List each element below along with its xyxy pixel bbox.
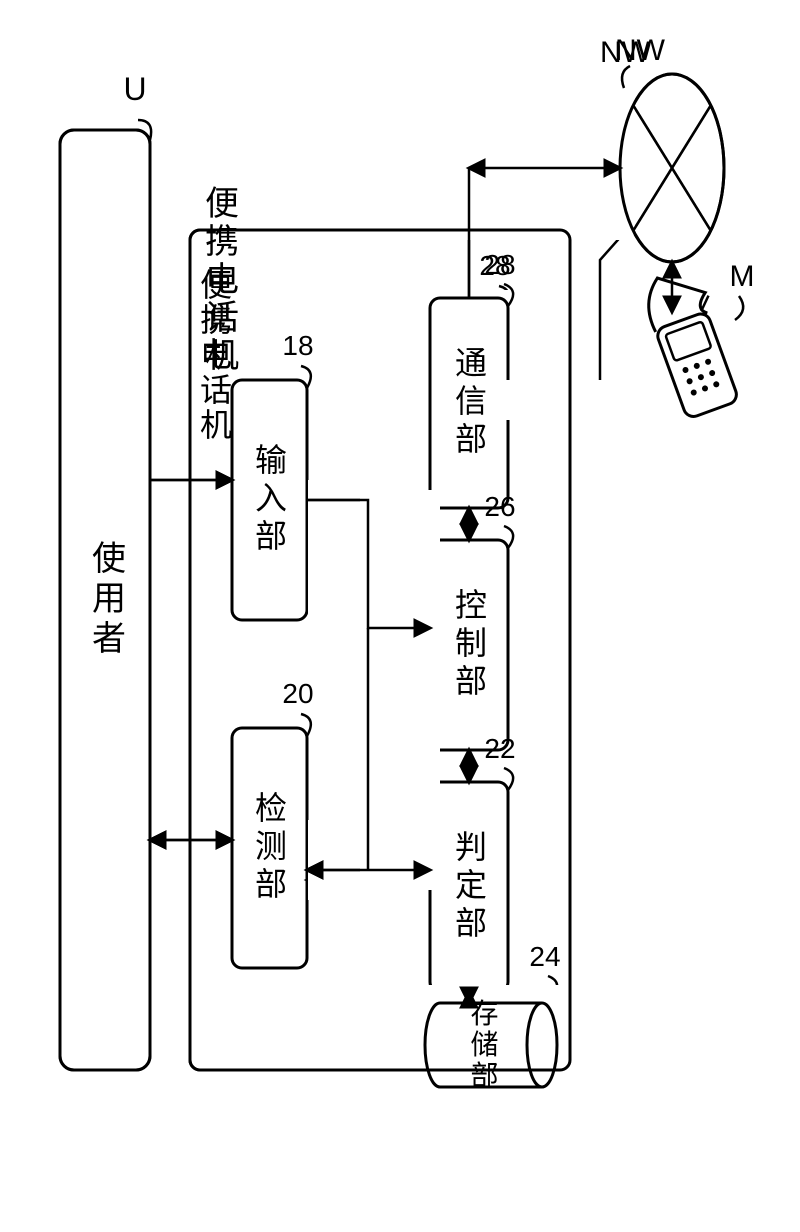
judge-text: 判定部 xyxy=(451,830,487,944)
comm-text: 通信部 xyxy=(451,346,487,460)
control-num2: 26 xyxy=(484,491,515,522)
detect-label: 检测部 xyxy=(251,791,287,905)
phone-tag: M xyxy=(730,260,755,293)
control-text: 控制部 xyxy=(451,588,487,702)
arrow-detect-junction xyxy=(307,700,365,840)
device-title2: 便携电话机 xyxy=(196,268,232,443)
input-num: 18 xyxy=(282,330,313,361)
user-tag: U xyxy=(123,71,146,107)
detect-num: 20 xyxy=(282,678,313,709)
comm-num2: 28 xyxy=(484,249,515,280)
storage-text2: 存储部 xyxy=(467,998,499,1091)
user-block-label: 使用者 xyxy=(87,540,126,660)
judge-num2: 22 xyxy=(484,733,515,764)
network-tag2: NW xyxy=(600,36,651,69)
input-label: 输入部 xyxy=(251,443,287,557)
phone-tick xyxy=(735,296,743,320)
storage-num2: 24 xyxy=(529,941,560,972)
diagram-canvas: 使用者 U 便携电话机 10 输入部 18 检测部 20 通信部 28 控制部 … xyxy=(0,0,800,1232)
